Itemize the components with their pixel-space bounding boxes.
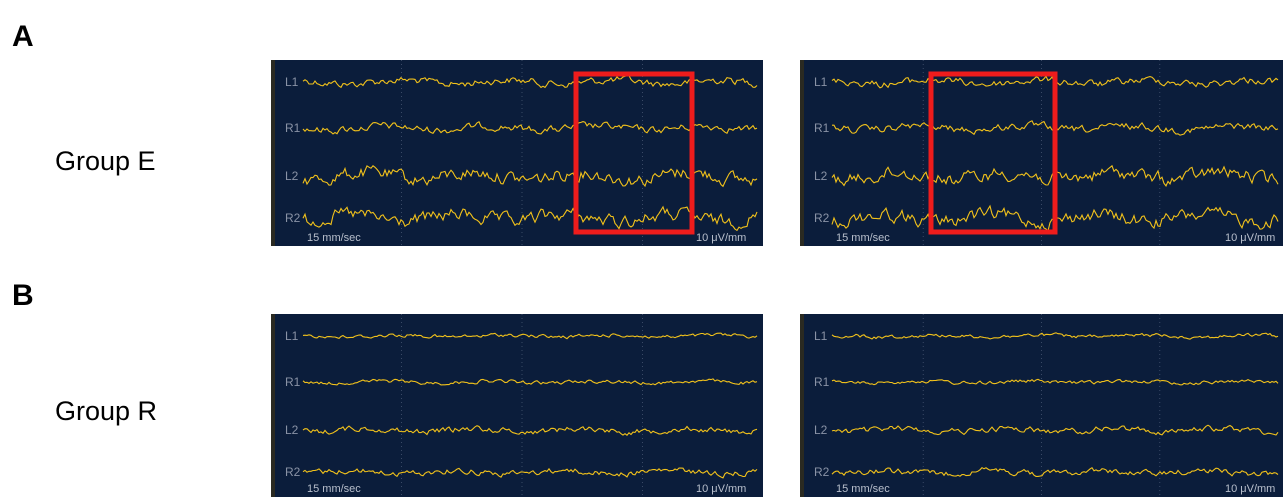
channel-label: L2: [285, 423, 299, 437]
gain-label: 10 μV/mm: [1225, 232, 1275, 244]
eeg-screen: L1 R1 L2 R2 15 mm/sec 10 μV/mm: [271, 60, 763, 246]
channel-label: R2: [285, 211, 301, 225]
gain-label: 10 μV/mm: [1225, 483, 1275, 495]
eeg-screen: L1 R1 L2 R2 15 mm/sec 10 μV/mm: [800, 60, 1283, 246]
channel-label: L1: [285, 329, 299, 343]
panel-label: A: [12, 20, 34, 53]
channel-label: L1: [814, 75, 828, 89]
channel-label: R1: [814, 375, 830, 389]
screen-edge: [800, 314, 804, 497]
figure: A Group E L1 R1 L2 R2 15 mm/sec 10 μV/mm L1 R1 L2 R…: [0, 0, 1283, 497]
speed-label: 15 mm/sec: [307, 232, 361, 244]
channel-label: R2: [814, 211, 830, 225]
screen-edge: [271, 60, 275, 246]
channel-label: R1: [285, 375, 301, 389]
screen-edge: [800, 60, 804, 246]
channel-label: R1: [814, 121, 830, 135]
channel-label: R1: [285, 121, 301, 135]
group-label: Group E: [55, 146, 156, 176]
gain-label: 10 μV/mm: [696, 483, 746, 495]
screen-background: [800, 314, 1283, 497]
channel-label: R2: [285, 465, 301, 479]
channel-label: R2: [814, 465, 830, 479]
eeg-screen: L1 R1 L2 R2 15 mm/sec 10 μV/mm: [271, 314, 763, 497]
channel-label: L2: [814, 169, 828, 183]
screen-edge: [271, 314, 275, 497]
speed-label: 15 mm/sec: [836, 232, 890, 244]
channel-label: L1: [814, 329, 828, 343]
channel-label: L2: [285, 169, 299, 183]
speed-label: 15 mm/sec: [836, 483, 890, 495]
channel-label: L2: [814, 423, 828, 437]
channel-label: L1: [285, 75, 299, 89]
screen-background: [271, 60, 763, 246]
gain-label: 10 μV/mm: [696, 232, 746, 244]
panel-label: B: [12, 279, 34, 312]
group-label: Group R: [55, 396, 157, 426]
eeg-screen: L1 R1 L2 R2 15 mm/sec 10 μV/mm: [800, 314, 1283, 497]
speed-label: 15 mm/sec: [307, 483, 361, 495]
